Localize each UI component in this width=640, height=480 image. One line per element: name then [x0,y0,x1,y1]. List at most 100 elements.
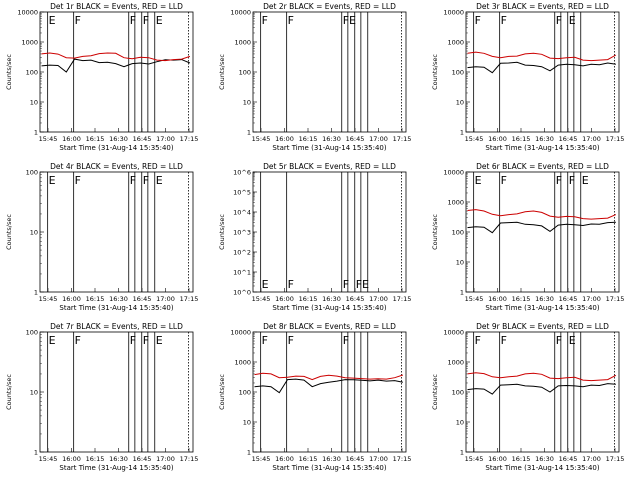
x-tick-label: 16:45 [346,455,365,463]
flag-label: F [475,14,481,27]
y-tick-label: 10 [456,99,464,107]
x-tick-label: 16:15 [86,135,105,143]
y-tick-label: 1 [34,129,38,137]
y-tick-label: 1 [247,449,251,457]
y-tick-label: 100 [452,69,464,77]
x-tick-label: 17:15 [393,295,412,303]
flag-label: E [475,174,482,187]
x-tick-label: 16:00 [62,295,81,303]
x-tick-label: 15:45 [39,135,58,143]
x-tick-label: 16:45 [133,135,152,143]
x-tick-label: 17:00 [369,295,388,303]
detector-panel: Det 1r BLACK = Events, RED = LLD 1 10 100 10… [5,2,198,152]
lld-series-line [41,52,191,62]
x-tick-label: 16:30 [322,295,341,303]
x-tick-label: 17:15 [180,295,199,303]
flag-label: E [582,174,589,187]
y-tick-label: 10000 [443,169,464,177]
y-axis-label: Counts/sec [218,54,226,90]
x-tick-label: 17:00 [156,295,175,303]
plot-frame [465,11,620,133]
y-axis-label: Counts/sec [5,374,13,410]
flag-label: F [343,334,349,347]
flag-label: F [130,174,136,187]
y-tick-label: 100 [239,389,251,397]
x-tick-label: 16:30 [535,455,554,463]
x-axis-label: Start Time (31-Aug-14 15:35:40) [59,464,173,472]
x-tick-label: 16:45 [346,295,365,303]
x-tick-label: 15:45 [39,455,58,463]
y-tick-label: 1000 [234,359,251,367]
plot-frame [39,11,194,133]
flag-label: F [75,174,81,187]
y-tick-label: 1 [460,289,464,297]
x-tick-label: 16:45 [133,295,152,303]
y-tick-label: 100 [239,69,251,77]
panel-title: Det 2r BLACK = Events, RED = LLD [263,2,396,11]
y-tick-label: 1 [247,129,251,137]
plot-frame [252,11,407,133]
y-tick-label: 10000 [443,329,464,337]
x-tick-label: 16:30 [109,455,128,463]
lld-series-line [467,209,617,220]
y-tick-label: 100 [452,229,464,237]
y-tick-label: 10 [30,99,38,107]
y-tick-label: 10^0 [233,289,251,297]
flag-label: E [156,174,163,187]
x-tick-label: 15:45 [252,295,271,303]
flag-label: F [501,174,507,187]
flag-label: F [262,334,268,347]
x-axis-label: Start Time (31-Aug-14 15:35:40) [485,304,599,312]
y-tick-label: 10000 [17,9,38,17]
y-tick-label: 1000 [447,39,464,47]
x-tick-label: 17:15 [393,455,412,463]
x-tick-label: 17:00 [369,135,388,143]
flag-label: F [143,174,149,187]
detector-panel: Det 9r BLACK = Events, RED = LLD 1 10 100 10… [431,322,624,472]
x-tick-label: 16:45 [559,455,578,463]
y-tick-label: 1000 [21,39,38,47]
x-tick-label: 17:00 [582,295,601,303]
x-axis-label: Start Time (31-Aug-14 15:35:40) [485,144,599,152]
x-tick-label: 15:45 [39,295,58,303]
y-tick-label: 1000 [447,359,464,367]
plot-frame [252,171,407,293]
y-tick-label: 10 [30,229,38,237]
y-tick-label: 100 [26,329,38,337]
y-tick-label: 1 [460,129,464,137]
flag-label: FE [343,14,356,27]
x-tick-label: 16:00 [488,455,507,463]
flag-label: E [156,334,163,347]
x-tick-label: 16:00 [275,135,294,143]
y-axis-label: Counts/sec [431,54,439,90]
flag-label: F [143,14,149,27]
y-axis-label: Counts/sec [5,54,13,90]
detector-panel: Det 8r BLACK = Events, RED = LLD 1 10 100 10… [218,322,411,472]
y-tick-label: 10^4 [233,209,251,217]
x-tick-label: 16:15 [86,455,105,463]
y-tick-label: 10000 [443,9,464,17]
y-tick-label: 100 [26,69,38,77]
x-tick-label: 16:45 [559,295,578,303]
x-tick-label: 16:30 [535,295,554,303]
x-tick-label: 16:45 [133,455,152,463]
x-tick-label: 16:00 [62,135,81,143]
x-tick-label: 16:15 [299,135,318,143]
x-tick-label: 17:00 [156,135,175,143]
panel-title: Det 3r BLACK = Events, RED = LLD [476,2,609,11]
x-tick-label: 15:45 [252,135,271,143]
y-tick-label: 10^5 [233,189,251,197]
y-tick-label: 10^3 [233,229,251,237]
x-tick-label: 16:15 [86,295,105,303]
flag-label: E [569,334,576,347]
lld-series-line [467,51,617,62]
y-axis-label: Counts/sec [218,374,226,410]
flag-label: E [49,334,56,347]
x-axis-label: Start Time (31-Aug-14 15:35:40) [485,464,599,472]
lld-series-line [254,372,404,381]
y-tick-label: 10 [456,419,464,427]
x-axis-label: Start Time (31-Aug-14 15:35:40) [272,464,386,472]
y-tick-label: 10000 [230,329,251,337]
panel-title: Det 1r BLACK = Events, RED = LLD [50,2,183,11]
